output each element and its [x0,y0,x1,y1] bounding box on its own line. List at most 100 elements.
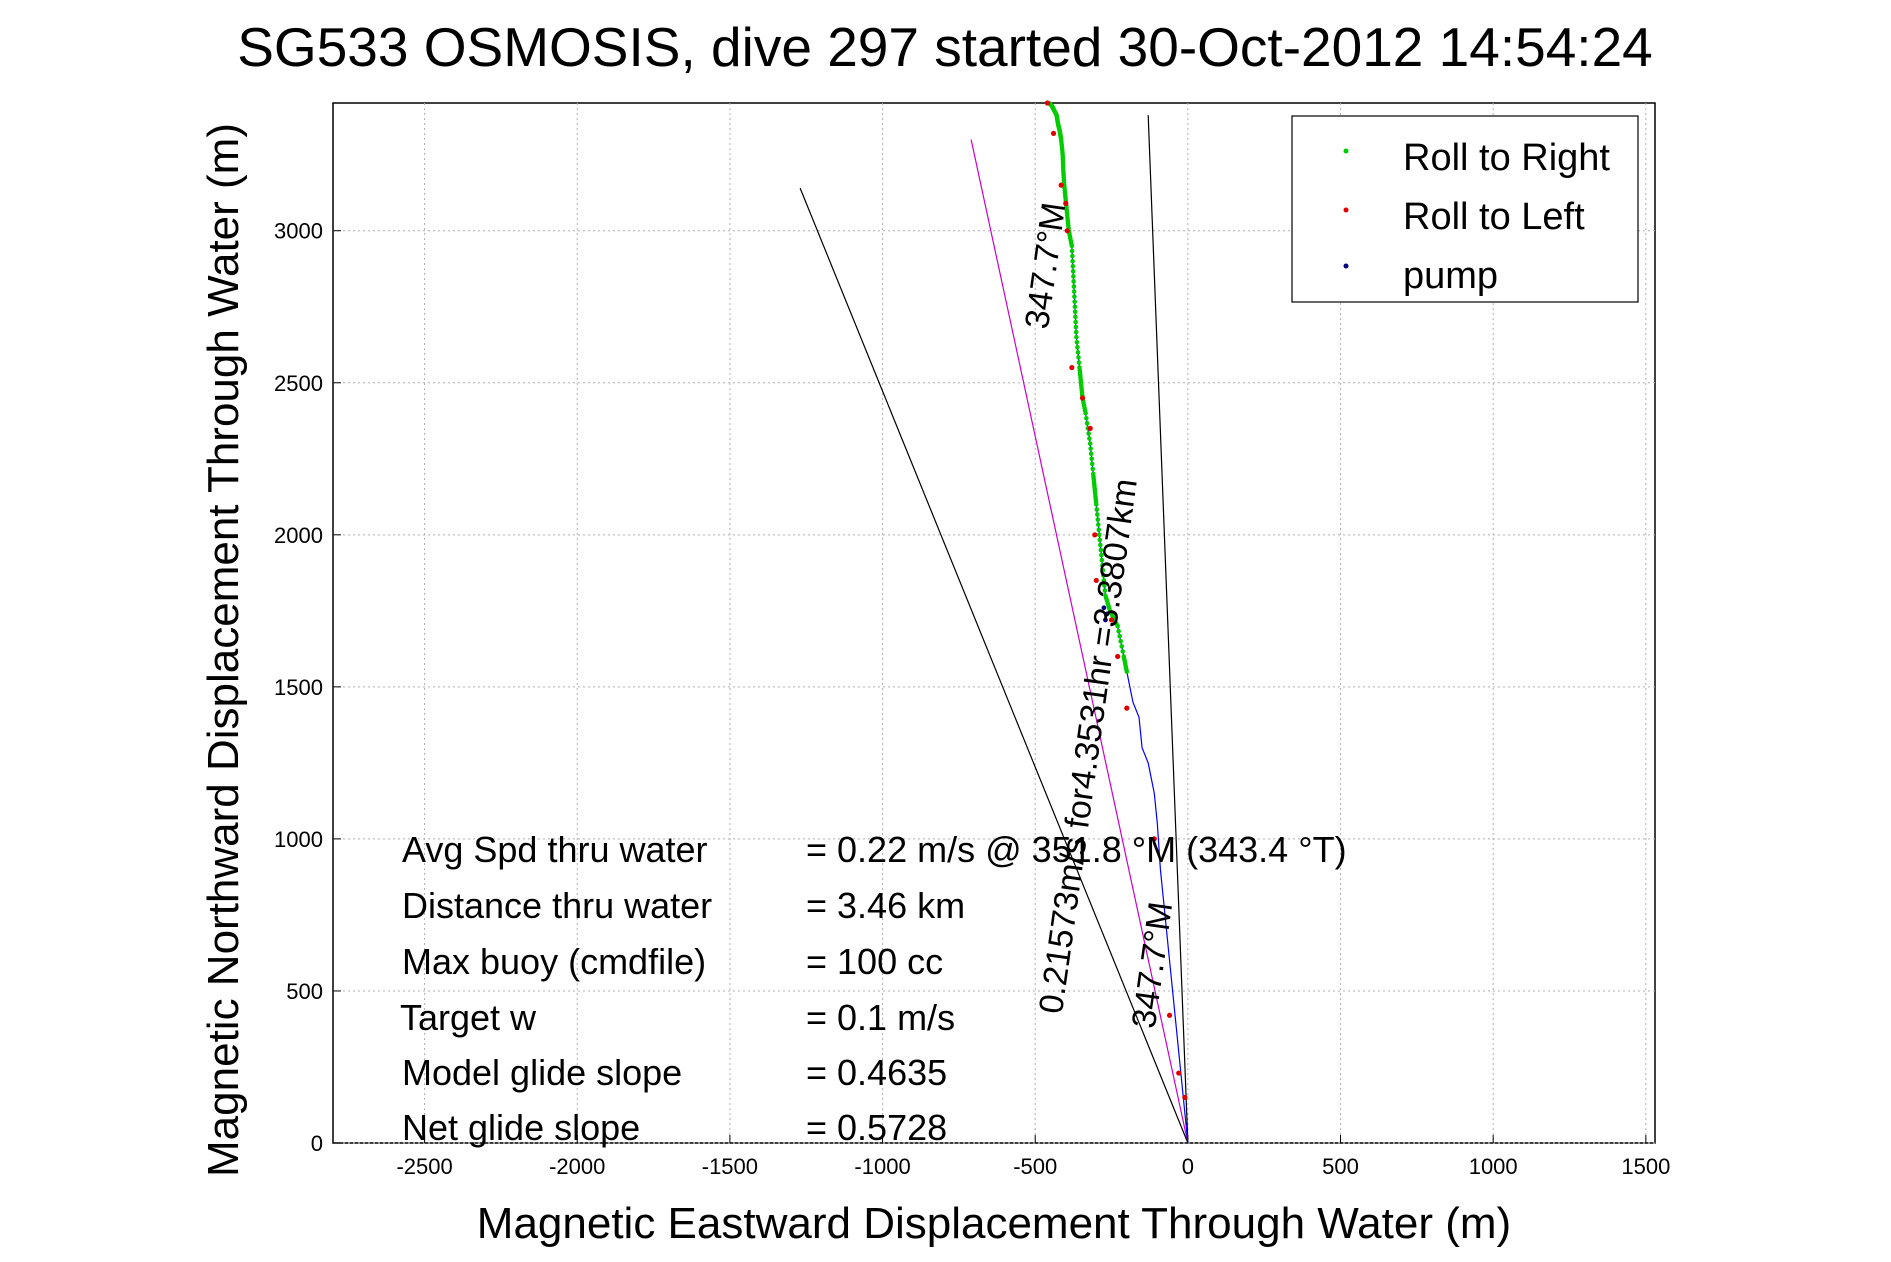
stat-label-net-glide: Net glide slope [402,1107,640,1148]
legend-box [1291,115,1639,303]
stat-value-target-w: = 0.1 m/s [806,997,955,1038]
roll-right-point [1086,431,1091,436]
stat-label-distance: Distance thru water [402,885,712,926]
stat-value-model-glide: = 0.4635 [806,1052,947,1093]
roll-left-point [1108,617,1115,623]
roll-left-point [1058,182,1064,188]
y-tick-label: 0 [311,1131,323,1156]
y-tick-label: 2000 [274,523,323,548]
roll-right-point [1070,258,1075,264]
roll-right-point [1089,456,1094,462]
y-tick-label: 3000 [274,219,323,244]
roll-right-point [1096,527,1102,533]
roll-right-point [1075,344,1080,350]
roll-left-point [1151,836,1157,842]
roll-left-point [1064,228,1070,234]
roll-right-point [1095,517,1101,522]
stat-value-net-glide: = 0.5728 [806,1107,947,1148]
grid [333,103,1655,1144]
roll-right-point [1102,583,1107,588]
roll-right-point [1096,522,1101,527]
roll-right-point [1074,334,1079,340]
roll-right-point [1072,299,1077,304]
roll-right-point [1073,319,1078,325]
pump-point [1104,611,1110,617]
pump-point [1103,617,1108,623]
roll-right-point [1094,507,1100,512]
roll-right-point [1076,360,1082,365]
roll-right-point [1100,562,1105,568]
roll-right-point [1072,309,1078,315]
roll-right-point [1072,304,1078,310]
roll-right-point [1070,268,1076,274]
x-tick-label: -1500 [702,1154,758,1179]
roll-left-point [1044,100,1051,106]
y-tick-label: 500 [286,979,323,1004]
stat-value-distance: = 3.46 km [806,885,965,926]
y-ticks: 0 500 1000 1500 2000 2500 3000 [274,219,341,1156]
roll-right-point [1119,644,1125,649]
stat-value-max-buoy: = 100 cc [806,941,943,982]
roll-right-point [1090,471,1096,477]
legend-marker-pump [1343,263,1349,269]
roll-left-point [1115,653,1121,660]
legend-marker-roll-left [1343,207,1349,213]
series [1044,100,1189,1144]
roll-right-point [1099,552,1104,558]
roll-right-point [1098,542,1103,548]
x-tick-label: 1000 [1469,1154,1518,1179]
stat-value-avg-speed: = 0.22 m/s @ 351.8 °M (343.4 °T) [806,829,1347,870]
roll-right-point [1097,532,1102,538]
stat-label-avg-speed: Avg Spd thru water [402,829,708,870]
x-tick-label: 500 [1322,1154,1359,1179]
roll-right-point [1084,421,1090,426]
roll-right-point [1097,537,1103,543]
legend-label-pump: pump [1403,255,1498,297]
x-tick-label: -500 [1013,1154,1057,1179]
roll-right-point [1075,350,1081,355]
roll-right-point [1101,573,1106,578]
roll-right-point [1089,461,1095,467]
roll-right-point [1073,329,1079,335]
roll-left-point [1182,1094,1188,1100]
roll-left-point [1166,1012,1173,1018]
roll-left-point [1093,577,1099,584]
roll-left-point [1176,1070,1182,1076]
roll-right-point [1073,314,1078,320]
roll-right-point [1100,567,1106,573]
roll-right-point [1072,294,1077,299]
heading-line [970,139,1189,1144]
stats-block: Avg Spd thru water = 0.22 m/s @ 351.8 °M… [400,829,1347,1148]
x-tick-label: -2500 [396,1154,452,1179]
roll-left-point [1087,425,1093,431]
roll-right-point [1117,633,1122,639]
roll-right-point [1070,253,1075,259]
stat-label-model-glide: Model glide slope [402,1052,682,1093]
roll-right-point [1099,557,1105,563]
wedge-right [1147,115,1189,1144]
chart-title: SG533 OSMOSIS, dive 297 started 30-Oct-2… [237,16,1653,78]
roll-right-point [1084,415,1089,421]
roll-right-point [1121,654,1127,659]
roll-right-point [1120,649,1126,654]
x-axis-label: Magnetic Eastward Displacement Through W… [477,1199,1511,1248]
legend-label-roll-left: Roll to Left [1403,196,1585,238]
roll-right-point [1071,289,1077,294]
stat-label-target-w: Target w [400,997,537,1038]
roll-right-point [1116,628,1121,634]
roll-right-point [1076,355,1081,360]
roll-right-point [1088,451,1094,457]
stat-label-max-buoy: Max buoy (cmdfile) [402,941,706,982]
x-tick-label: 1500 [1621,1154,1670,1179]
roll-right-point [1071,284,1077,289]
roll-right-point [1070,263,1076,269]
roll-right-point [1103,593,1108,598]
x-tick-label: -1000 [854,1154,910,1179]
roll-left-point [1050,130,1057,137]
roll-left-point [1092,532,1098,538]
y-tick-label: 1500 [274,675,323,700]
roll-right-point [1102,588,1108,593]
x-tick-label: -2000 [549,1154,605,1179]
legend: Roll to Right Roll to Left pump [1291,115,1639,303]
